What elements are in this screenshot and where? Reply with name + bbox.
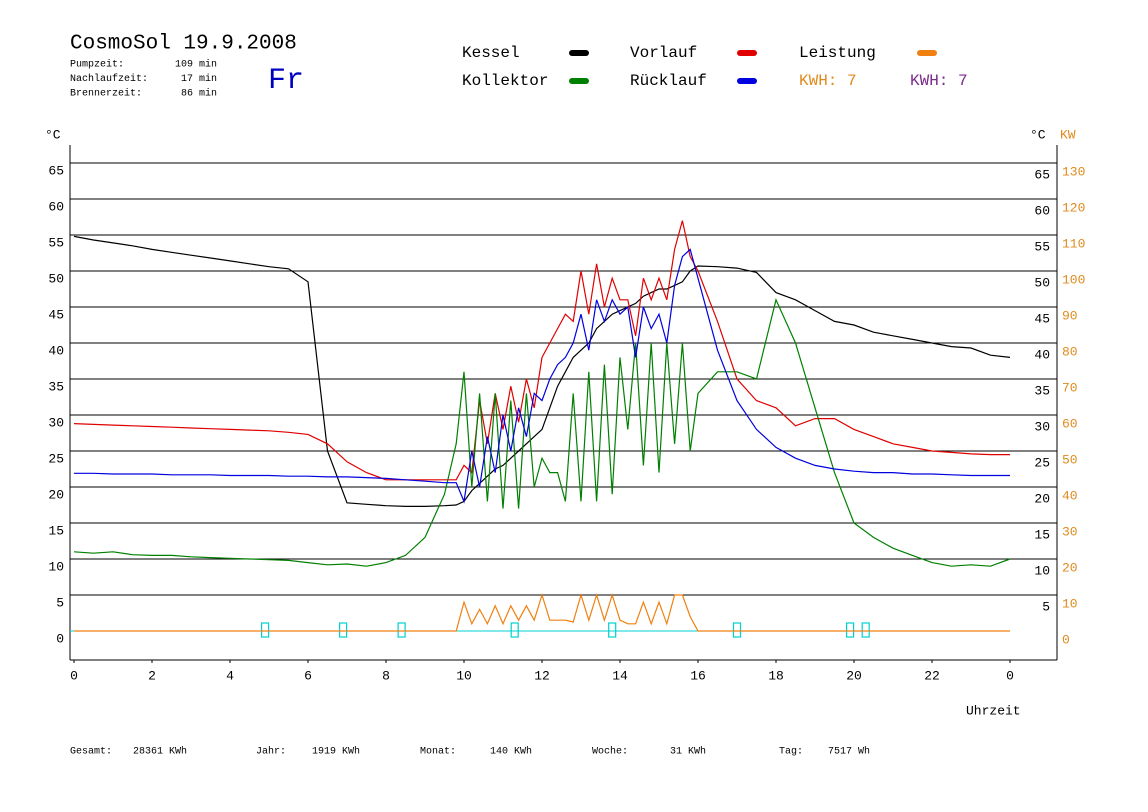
y-right-tick-label: 15 xyxy=(1034,527,1050,542)
stat-value: 17 min xyxy=(181,73,217,85)
y-right-tick-label: 5 xyxy=(1042,599,1050,614)
pump-marker xyxy=(608,622,617,638)
kwh-label: KWH: 7 xyxy=(799,72,857,90)
y2-tick-label: 30 xyxy=(1062,524,1078,539)
y-right-tick-label: 45 xyxy=(1034,311,1050,326)
x-tick-label: 10 xyxy=(456,668,472,683)
legend-label: Kessel xyxy=(462,44,520,62)
x-tick-label: 8 xyxy=(382,668,390,683)
x-tick-label: 16 xyxy=(690,668,706,683)
x-tick-label: 20 xyxy=(846,668,862,683)
y-tick-label: 10 xyxy=(48,559,64,574)
y-unit: °C xyxy=(45,127,61,142)
y-right-tick-label: 35 xyxy=(1034,383,1050,398)
pump-marker xyxy=(397,622,406,638)
x-tick-label: 4 xyxy=(226,668,234,683)
y2-tick-label: 120 xyxy=(1062,200,1085,215)
stat-label: Pumpzeit: xyxy=(70,59,124,71)
y-tick-label: 45 xyxy=(48,307,64,322)
total-label: Woche: xyxy=(592,746,628,758)
y-tick-label: 0 xyxy=(56,631,64,646)
y2-tick-label: 130 xyxy=(1062,164,1085,179)
y-tick-label: 65 xyxy=(48,163,64,178)
y-tick-label: 60 xyxy=(48,199,64,214)
y-tick-label: 15 xyxy=(48,523,64,538)
y2-tick-label: 10 xyxy=(1062,596,1078,611)
series-line xyxy=(73,235,1011,507)
total-value: 1919 KWh xyxy=(312,746,360,758)
y2-unit: KW xyxy=(1060,127,1076,142)
pump-marker xyxy=(261,622,270,638)
y2-tick-label: 50 xyxy=(1062,452,1078,467)
x-tick-label: 12 xyxy=(534,668,550,683)
legend-label: Kollektor xyxy=(462,72,548,90)
total-value: 28361 KWh xyxy=(133,746,187,758)
y-tick-label: 50 xyxy=(48,271,64,286)
y-tick-label: 35 xyxy=(48,379,64,394)
x-tick-label: 6 xyxy=(304,668,312,683)
series-line xyxy=(74,248,1010,504)
legend-label: Vorlauf xyxy=(630,44,697,62)
y-right-unit: °C xyxy=(1030,127,1046,142)
total-label: Tag: xyxy=(779,747,803,758)
x-tick-label: 2 xyxy=(148,668,156,683)
pump-marker xyxy=(861,622,870,638)
total-value: 31 KWh xyxy=(670,746,706,758)
x-axis-label: Uhrzeit xyxy=(966,703,1021,718)
y2-tick-label: 70 xyxy=(1062,380,1078,395)
legend-label: Rücklauf xyxy=(630,72,707,90)
x-tick-label: 14 xyxy=(612,668,628,683)
series-line xyxy=(74,592,1010,632)
total-label: Jahr: xyxy=(256,746,286,758)
y-right-tick-label: 55 xyxy=(1034,239,1050,254)
y2-tick-label: 90 xyxy=(1062,308,1078,323)
y-right-tick-label: 60 xyxy=(1034,203,1050,218)
pump-marker xyxy=(510,622,519,638)
y2-tick-label: 20 xyxy=(1062,560,1078,575)
y-right-tick-label: 30 xyxy=(1034,419,1050,434)
y2-tick-label: 40 xyxy=(1062,488,1078,503)
y2-tick-label: 80 xyxy=(1062,344,1078,359)
y-tick-label: 40 xyxy=(48,343,64,358)
pump-marker xyxy=(339,622,348,638)
stat-label: Brennerzeit: xyxy=(70,88,142,100)
total-value: 7517 Wh xyxy=(828,746,870,758)
kwh-label: KWH: 7 xyxy=(910,72,968,90)
y-right-tick-label: 25 xyxy=(1034,455,1050,470)
x-tick-label: 18 xyxy=(768,668,784,683)
y-tick-label: 30 xyxy=(48,415,64,430)
y2-tick-label: 100 xyxy=(1062,272,1085,287)
day-label: Fr xyxy=(268,64,304,98)
x-tick-label: 0 xyxy=(1006,668,1014,683)
y2-tick-label: 0 xyxy=(1062,632,1070,647)
total-label: Monat: xyxy=(420,747,456,758)
y-right-tick-label: 65 xyxy=(1034,167,1050,182)
y-tick-label: 20 xyxy=(48,487,64,502)
y-tick-label: 55 xyxy=(48,235,64,250)
legend-label: Leistung xyxy=(799,44,876,62)
stat-value: 86 min xyxy=(181,88,217,100)
total-value: 140 KWh xyxy=(490,746,532,758)
stat-value: 109 min xyxy=(175,59,217,71)
series-line xyxy=(73,220,1010,481)
y-right-tick-label: 40 xyxy=(1034,347,1050,362)
stat-label: Nachlaufzeit: xyxy=(70,73,148,85)
y-tick-label: 5 xyxy=(56,595,64,610)
series-line xyxy=(73,297,1011,567)
chart-title: CosmoSol 19.9.2008 xyxy=(70,33,297,56)
x-tick-label: 0 xyxy=(70,668,78,683)
y-right-tick-label: 10 xyxy=(1034,563,1050,578)
pump-marker xyxy=(732,622,742,638)
y2-tick-label: 110 xyxy=(1062,236,1085,251)
y2-tick-label: 60 xyxy=(1062,416,1078,431)
y-right-tick-label: 50 xyxy=(1034,275,1050,290)
x-tick-label: 22 xyxy=(924,668,940,683)
total-label: Gesamt: xyxy=(70,747,112,758)
pump-marker xyxy=(845,622,855,638)
y-right-tick-label: 20 xyxy=(1034,491,1050,506)
y-tick-label: 25 xyxy=(48,451,64,466)
